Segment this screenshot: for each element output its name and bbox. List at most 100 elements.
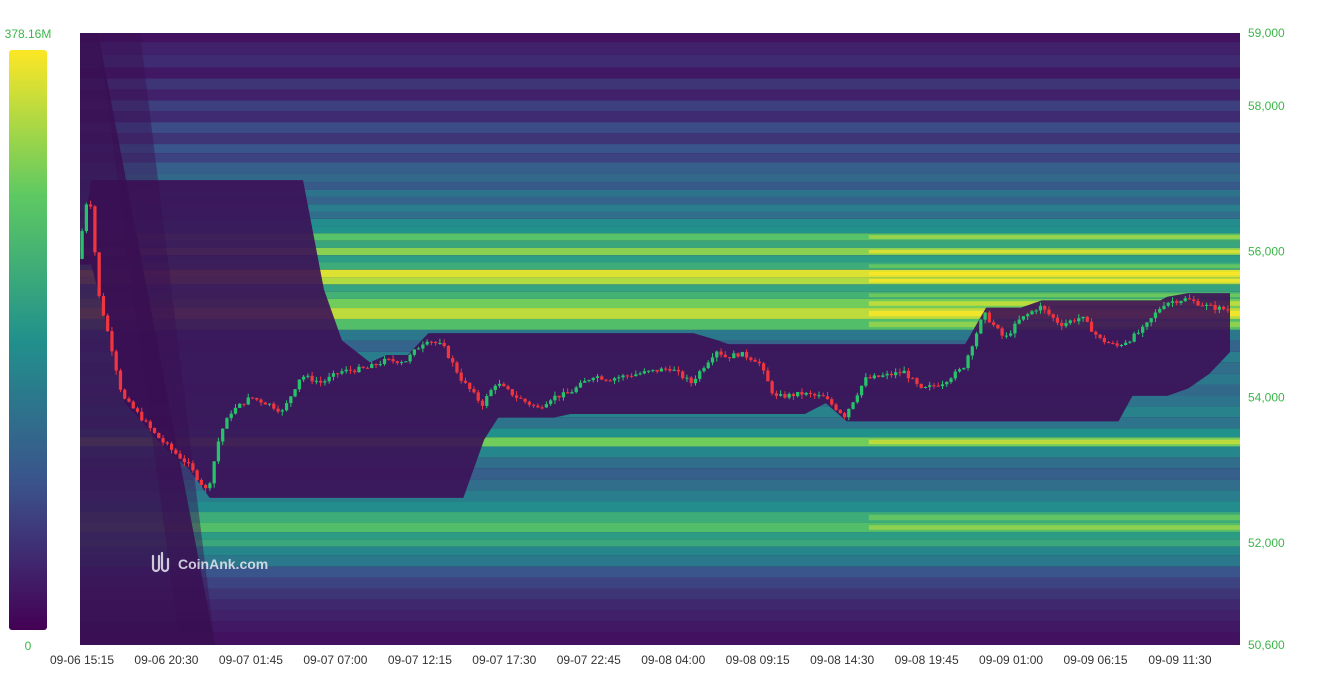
candle-body bbox=[787, 393, 791, 398]
candle-body bbox=[838, 409, 842, 414]
candle-body bbox=[493, 385, 497, 391]
candle-body bbox=[791, 393, 796, 397]
heatmap-band bbox=[80, 211, 1240, 219]
candle-body bbox=[587, 380, 591, 382]
candle-body bbox=[876, 375, 881, 377]
candle-body bbox=[374, 364, 378, 366]
candle-body bbox=[629, 375, 634, 377]
x-tick-label: 09-08 04:00 bbox=[641, 653, 705, 667]
x-tick-label: 09-07 22:45 bbox=[557, 653, 621, 667]
heatmap-band-highlight bbox=[868, 249, 1240, 254]
candle-body bbox=[945, 382, 949, 385]
candle-body bbox=[774, 393, 779, 396]
heatmap-band bbox=[80, 133, 1240, 145]
candle-body bbox=[459, 372, 463, 381]
candle-body bbox=[1089, 321, 1094, 332]
candle-body bbox=[310, 375, 314, 382]
candle-body bbox=[1187, 298, 1192, 300]
candle-body bbox=[1145, 322, 1149, 327]
candle-body bbox=[195, 470, 199, 480]
candle-body bbox=[672, 369, 676, 371]
heatmap-band bbox=[80, 233, 1240, 241]
candle-body bbox=[344, 369, 348, 372]
heatmap-band bbox=[80, 566, 1240, 578]
candle-body bbox=[770, 381, 774, 394]
x-tick-label: 09-08 14:30 bbox=[810, 653, 874, 667]
candle-body bbox=[391, 359, 395, 362]
candle-body bbox=[561, 392, 566, 398]
candle-body bbox=[399, 362, 404, 364]
candle-body bbox=[1166, 302, 1170, 306]
candle-body bbox=[804, 392, 808, 395]
candle-body bbox=[685, 377, 689, 379]
heatmap-band bbox=[80, 501, 1240, 513]
heatmap-band bbox=[80, 100, 1240, 112]
candle-body bbox=[1077, 318, 1081, 322]
candle-body bbox=[578, 382, 583, 388]
candle-body bbox=[676, 369, 681, 372]
candle-body bbox=[331, 373, 336, 377]
heatmap-band bbox=[80, 153, 1240, 163]
heatmap-band bbox=[80, 173, 1240, 183]
candle-body bbox=[174, 449, 178, 454]
candle-body bbox=[468, 382, 472, 390]
candle-body bbox=[267, 403, 272, 405]
heatmap-band bbox=[80, 588, 1240, 600]
candle-body bbox=[425, 341, 429, 345]
candle-body bbox=[1009, 333, 1013, 336]
candle-body bbox=[1034, 310, 1038, 312]
heatmap-band bbox=[80, 255, 1240, 263]
candle-body bbox=[225, 418, 229, 429]
candle-body bbox=[127, 398, 131, 402]
candle-body bbox=[996, 324, 1000, 329]
candle-body bbox=[1043, 305, 1047, 310]
candle-body bbox=[280, 410, 284, 412]
swept-liquidity-zone bbox=[80, 180, 1230, 498]
candle-body bbox=[1026, 314, 1030, 317]
candle-body bbox=[949, 378, 953, 383]
candle-body bbox=[966, 355, 970, 369]
candle-body bbox=[753, 359, 757, 362]
candle-body bbox=[1115, 343, 1119, 346]
candle-body bbox=[932, 385, 936, 387]
candle-body bbox=[472, 389, 476, 393]
y-tick-label: 56,000 bbox=[1248, 245, 1285, 259]
candle-body bbox=[221, 428, 225, 442]
candle-body bbox=[178, 453, 182, 459]
heatmap-band bbox=[80, 240, 1240, 248]
candle-body bbox=[212, 461, 216, 484]
candle-body bbox=[336, 373, 340, 375]
candle-body bbox=[519, 397, 523, 399]
candle-body bbox=[1102, 337, 1106, 343]
candle-body bbox=[936, 385, 940, 387]
candle-body bbox=[872, 375, 876, 379]
candle-body bbox=[216, 441, 221, 462]
candle-body bbox=[382, 358, 387, 365]
heatmap-band bbox=[80, 144, 1240, 154]
candle-body bbox=[1013, 323, 1017, 334]
heatmap-band bbox=[80, 204, 1240, 212]
candle-body bbox=[983, 312, 987, 320]
candle-body bbox=[1094, 331, 1098, 335]
candle-body bbox=[255, 397, 259, 400]
candle-body bbox=[574, 387, 578, 393]
y-tick-label: 58,000 bbox=[1248, 99, 1285, 113]
candle-body bbox=[327, 376, 331, 382]
candle-body bbox=[250, 397, 255, 399]
candle-body bbox=[1192, 299, 1196, 301]
candle-body bbox=[1162, 305, 1166, 310]
candle-body bbox=[416, 348, 421, 350]
x-axis: 09-06 15:15 09-06 20:30 09-07 01:45 09-07 0… bbox=[50, 653, 1212, 667]
candle-body bbox=[242, 403, 246, 405]
heatmap-band bbox=[80, 162, 1240, 174]
candle-body bbox=[825, 396, 830, 400]
candle-body bbox=[570, 392, 574, 394]
candle-body bbox=[821, 395, 825, 397]
heatmap-band-highlight bbox=[868, 235, 1240, 239]
candle-body bbox=[182, 458, 186, 463]
candle-body bbox=[204, 484, 208, 489]
candle-body bbox=[485, 396, 489, 406]
candle-body bbox=[502, 383, 506, 387]
candle-body bbox=[365, 367, 370, 369]
